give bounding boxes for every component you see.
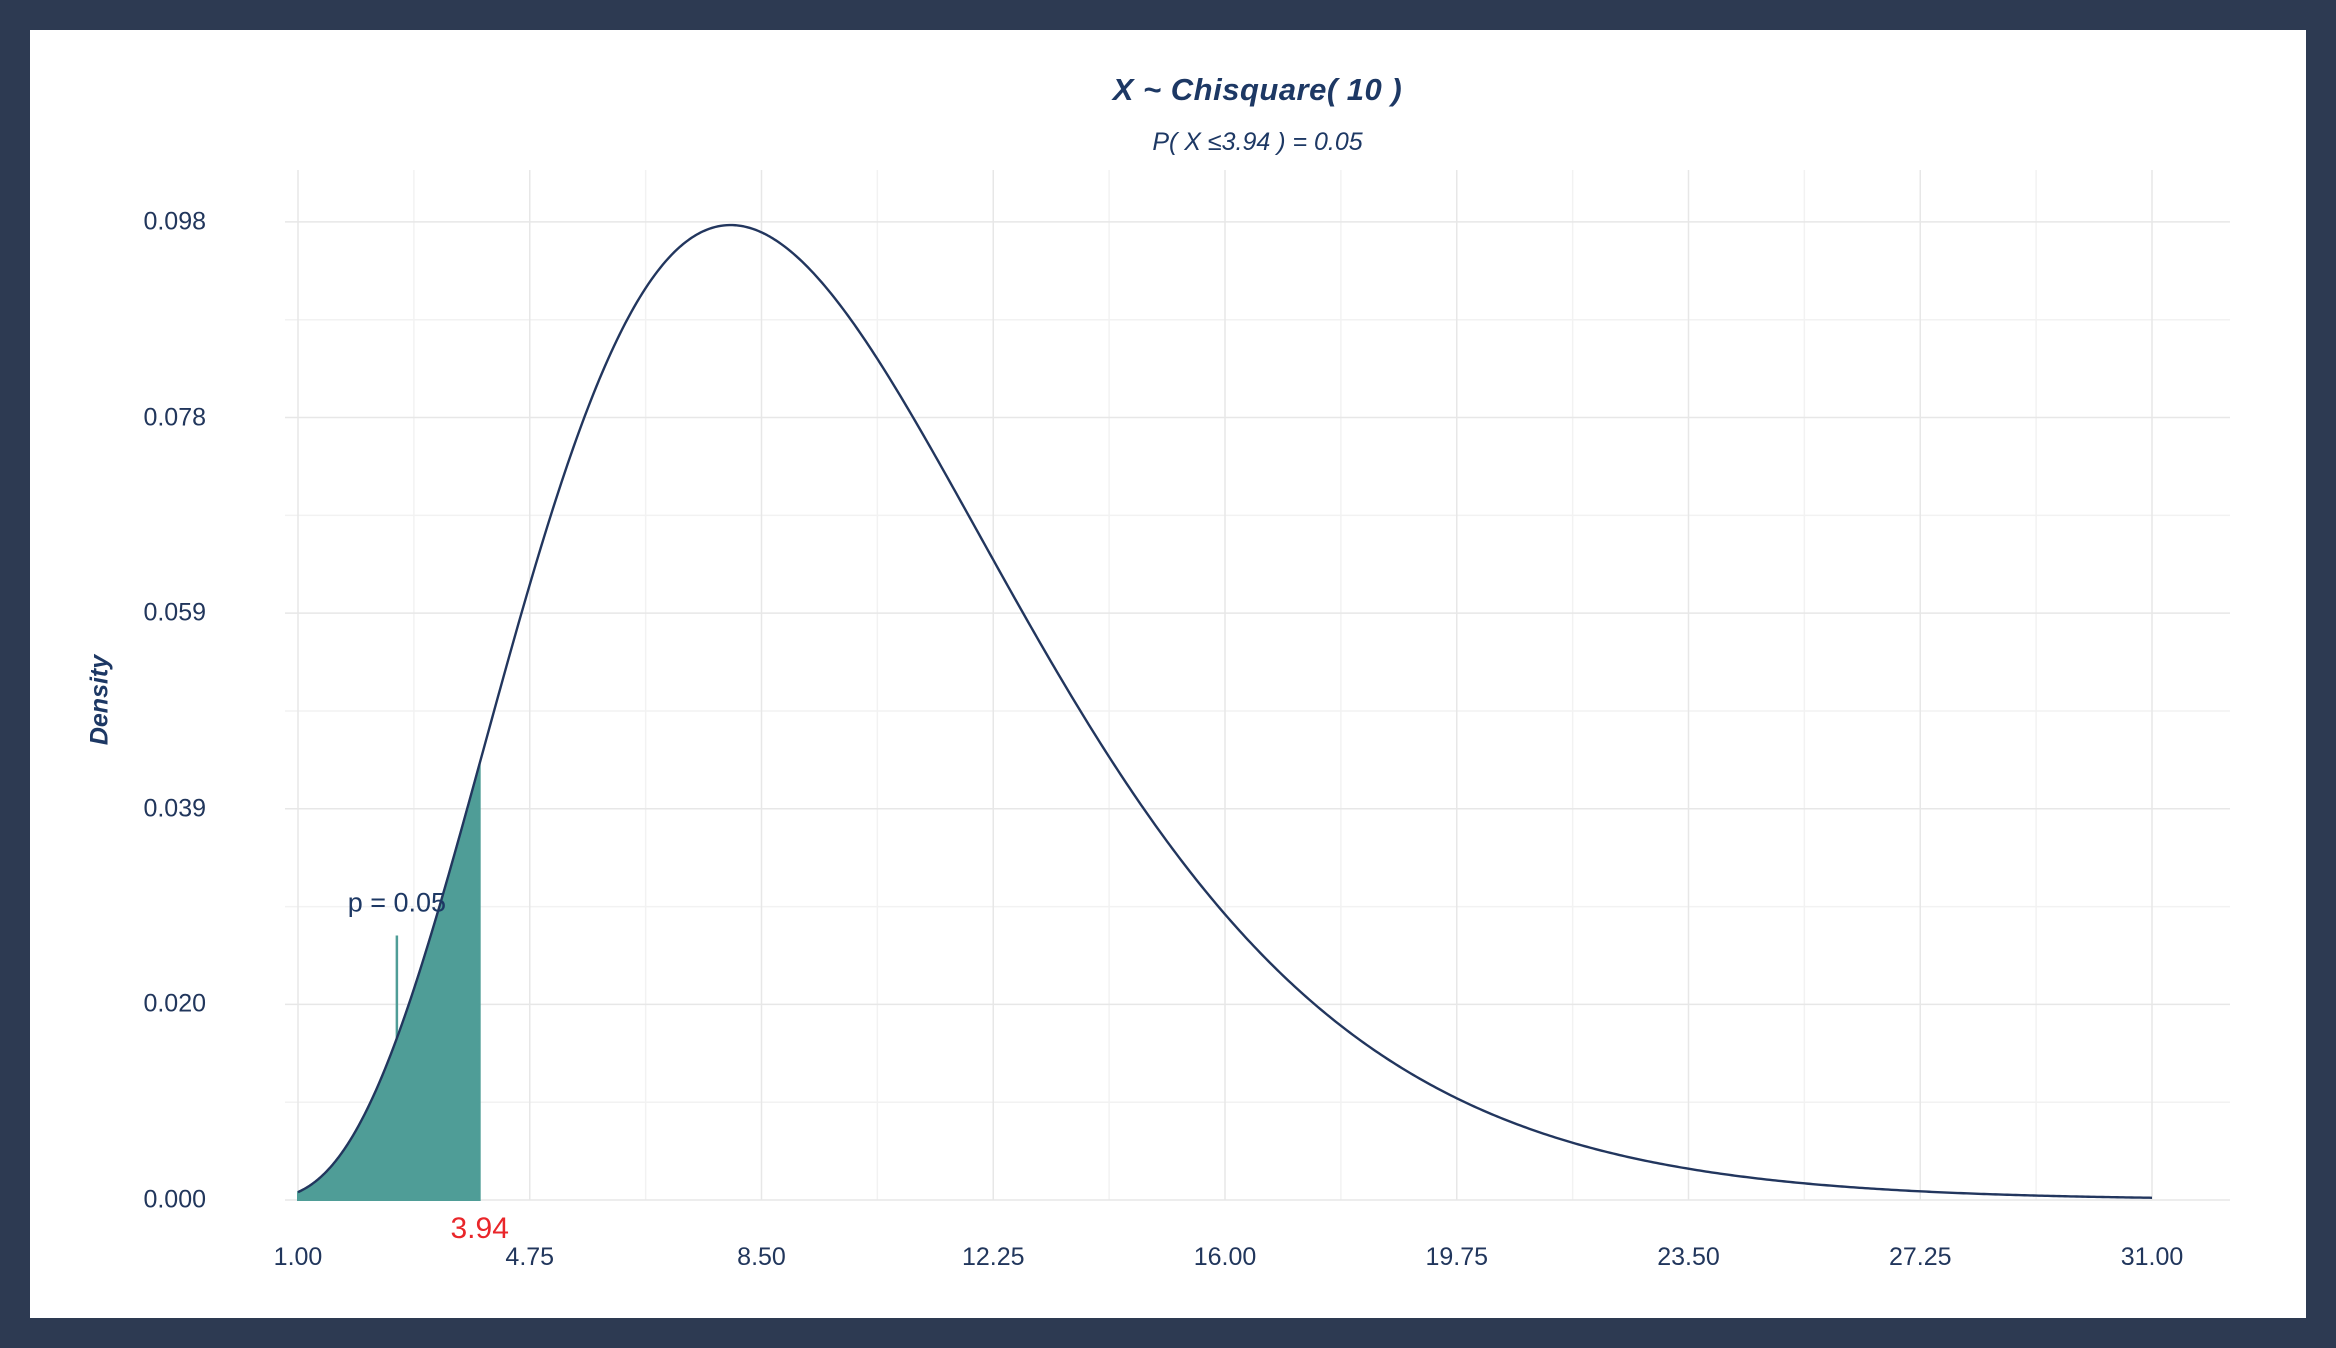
density-curve	[297, 223, 2153, 1199]
shaded-area	[297, 762, 481, 1201]
y-axis-title: Density	[85, 654, 114, 746]
chart-subtitle: P( X ≤3.94 ) = 0.05	[1152, 128, 1363, 156]
critical-value-label: 3.94	[450, 1212, 509, 1245]
probability-annotation: p = 0.05	[347, 887, 447, 918]
chart-title: X ~ Chisquare( 10 )	[1112, 72, 1403, 107]
